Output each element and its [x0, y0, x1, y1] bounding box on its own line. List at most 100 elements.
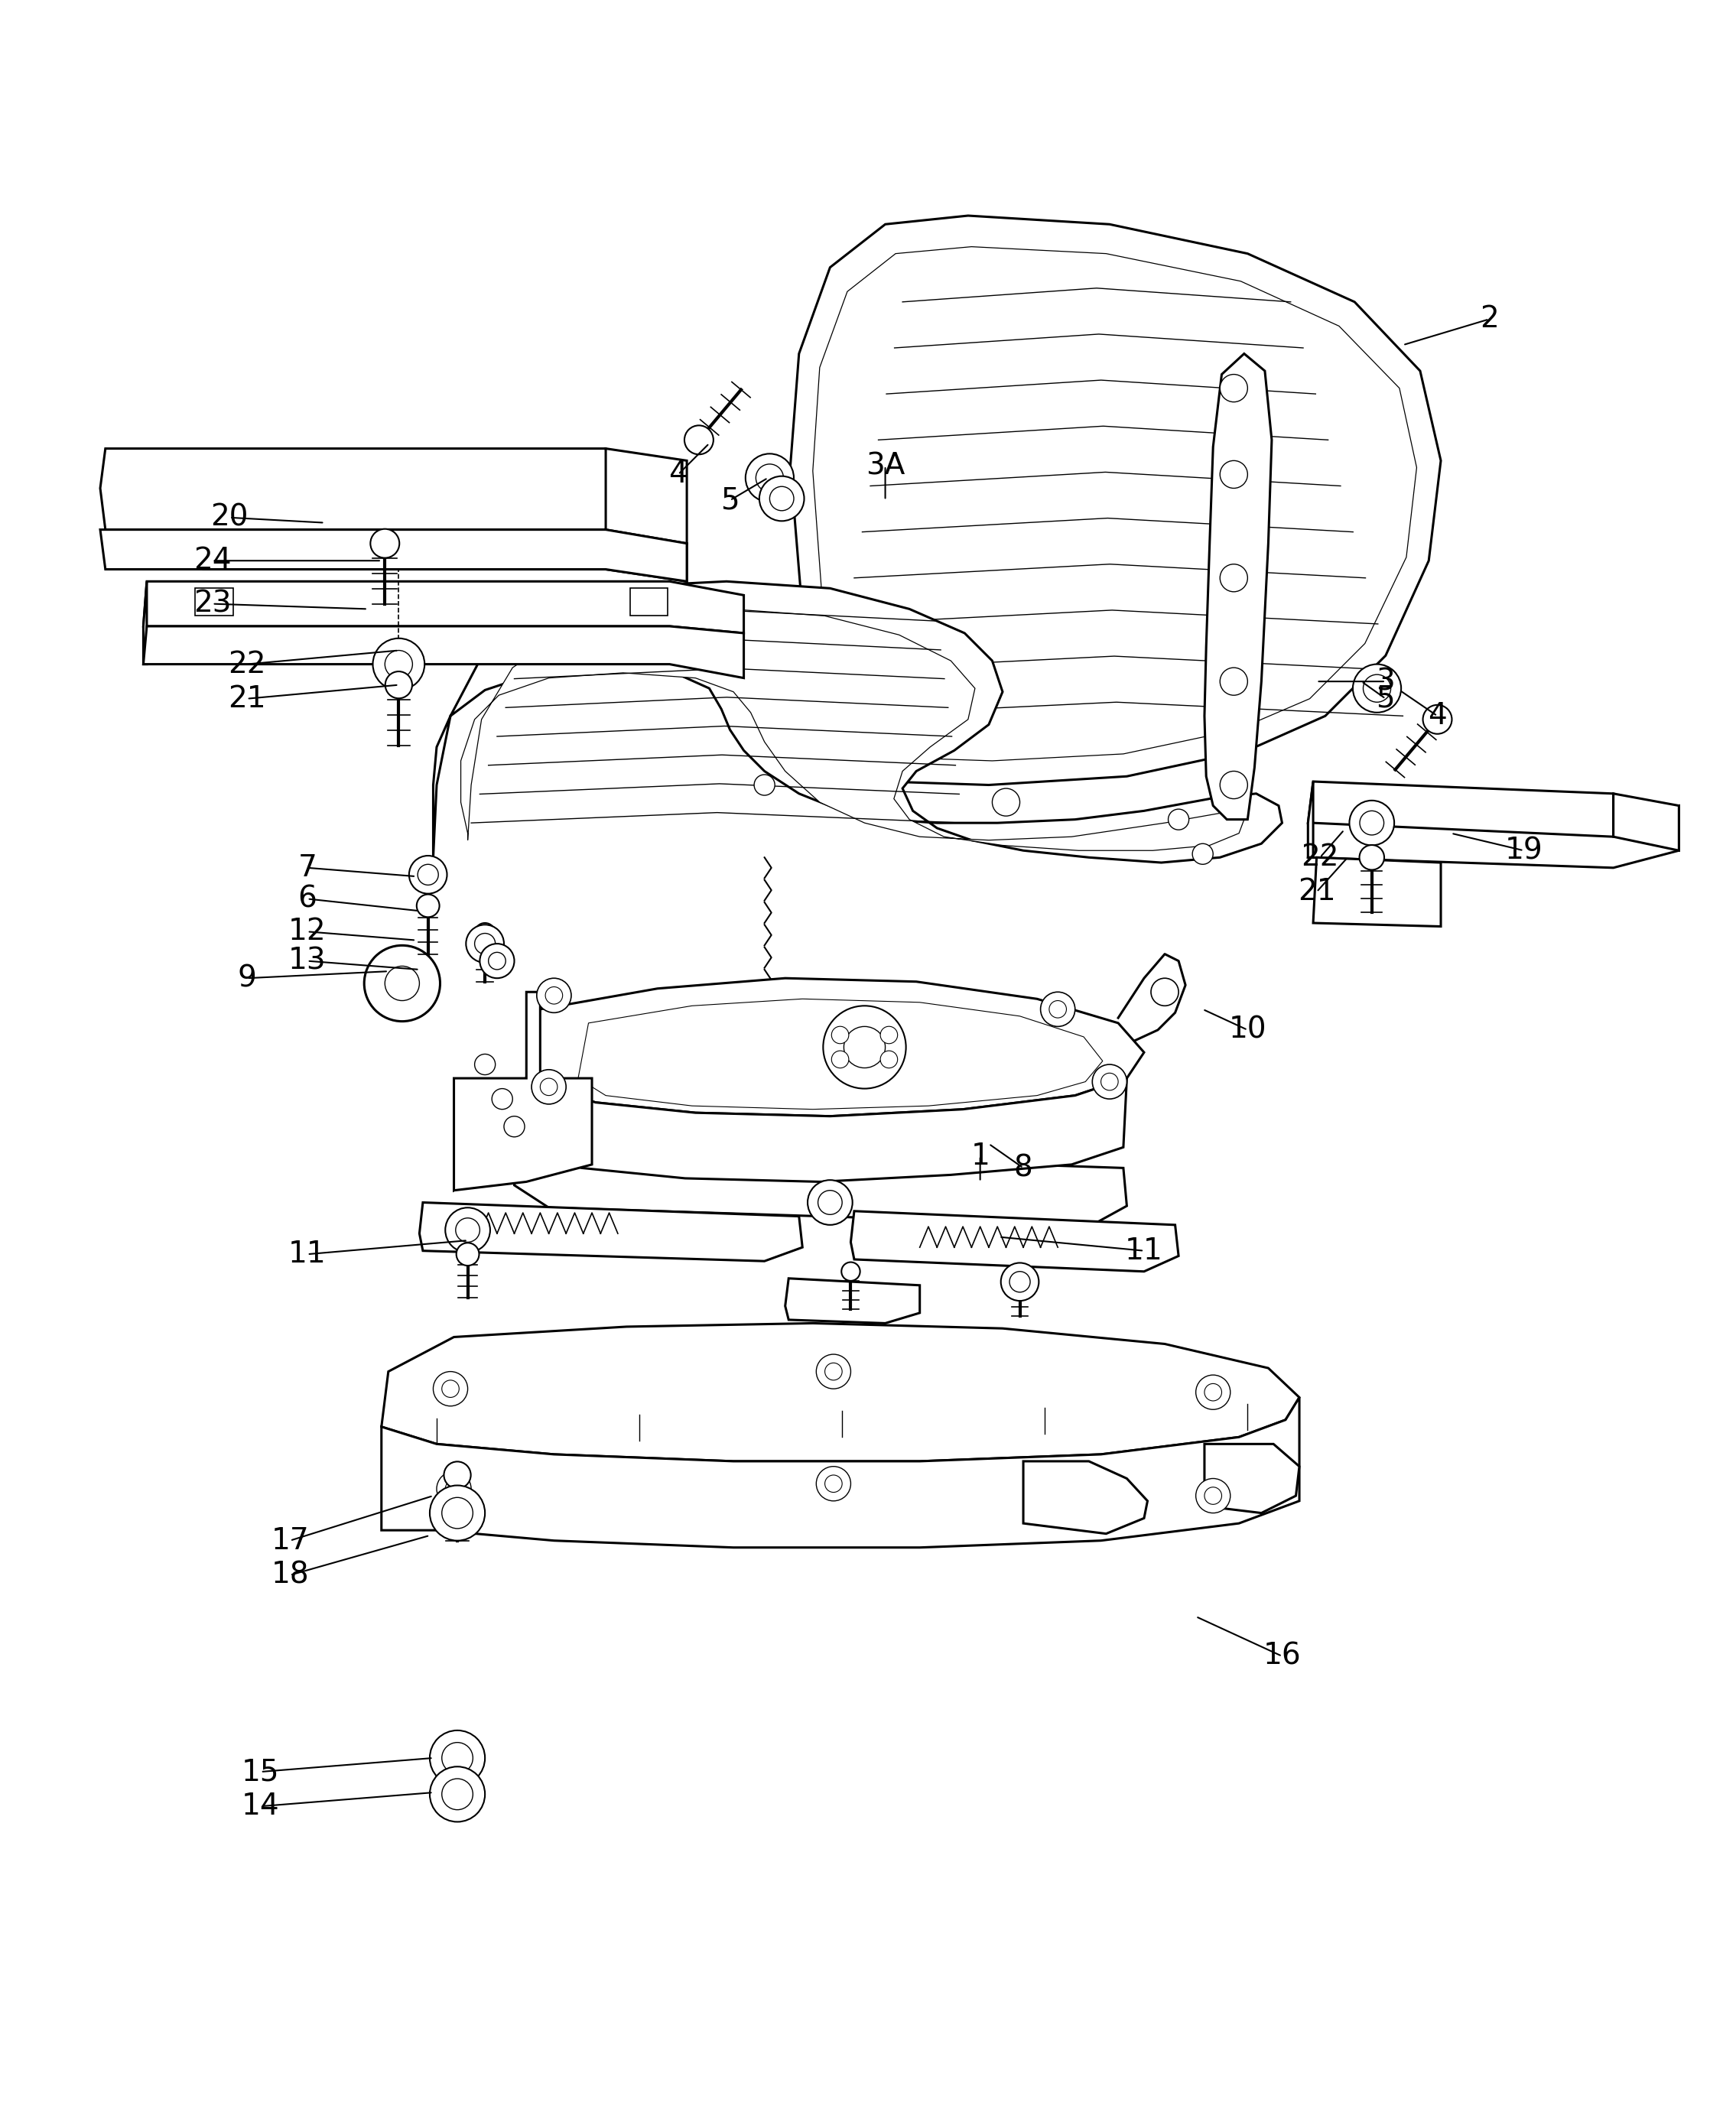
Polygon shape: [101, 530, 687, 581]
Text: 3A: 3A: [866, 452, 904, 480]
Polygon shape: [1205, 354, 1272, 819]
Polygon shape: [785, 1277, 920, 1324]
Circle shape: [1092, 1065, 1127, 1099]
Circle shape: [443, 1379, 458, 1398]
Circle shape: [465, 925, 503, 963]
Polygon shape: [382, 1398, 1299, 1547]
Polygon shape: [203, 530, 687, 581]
Polygon shape: [144, 581, 148, 664]
Circle shape: [816, 1354, 851, 1388]
Polygon shape: [434, 581, 1283, 864]
Circle shape: [1205, 1488, 1222, 1504]
Text: 2: 2: [1479, 306, 1498, 333]
Circle shape: [444, 1462, 470, 1488]
Text: 20: 20: [210, 503, 248, 533]
Polygon shape: [606, 448, 687, 543]
Text: 17: 17: [271, 1526, 309, 1555]
Circle shape: [993, 789, 1019, 817]
Text: 22: 22: [1300, 842, 1338, 872]
Polygon shape: [812, 246, 1417, 762]
Text: 4: 4: [1429, 702, 1446, 730]
Circle shape: [431, 1729, 484, 1785]
Circle shape: [1049, 1002, 1066, 1019]
Text: 6: 6: [299, 885, 316, 912]
Circle shape: [880, 1050, 898, 1067]
Circle shape: [457, 1243, 479, 1265]
Text: 22: 22: [227, 649, 266, 679]
Circle shape: [880, 1027, 898, 1044]
Circle shape: [488, 953, 505, 970]
Polygon shape: [1613, 794, 1679, 851]
Text: 4: 4: [668, 460, 687, 488]
Polygon shape: [101, 448, 613, 530]
Text: 5: 5: [1377, 683, 1396, 713]
Circle shape: [1151, 978, 1179, 1006]
Circle shape: [1205, 1384, 1222, 1401]
Text: 9: 9: [238, 963, 257, 993]
Circle shape: [1424, 705, 1451, 734]
Circle shape: [1220, 373, 1248, 401]
Circle shape: [1220, 668, 1248, 696]
Text: 13: 13: [288, 946, 326, 976]
Circle shape: [1002, 1263, 1038, 1301]
Circle shape: [745, 454, 793, 503]
Text: 8: 8: [1014, 1154, 1033, 1182]
Circle shape: [1193, 845, 1213, 864]
Polygon shape: [1312, 857, 1441, 927]
Circle shape: [437, 1471, 470, 1507]
Polygon shape: [526, 1078, 1127, 1182]
Circle shape: [385, 671, 411, 698]
Circle shape: [431, 1485, 484, 1541]
Polygon shape: [1205, 1443, 1299, 1513]
Circle shape: [825, 1475, 842, 1492]
Circle shape: [823, 1006, 906, 1089]
Circle shape: [385, 966, 420, 1002]
Circle shape: [431, 1768, 484, 1823]
Circle shape: [474, 934, 495, 955]
Text: 18: 18: [271, 1560, 309, 1589]
Circle shape: [479, 944, 514, 978]
Text: 12: 12: [288, 917, 326, 946]
Circle shape: [832, 1050, 849, 1067]
Circle shape: [545, 987, 562, 1004]
Circle shape: [417, 893, 439, 917]
Circle shape: [443, 1778, 472, 1810]
Circle shape: [1220, 564, 1248, 592]
Polygon shape: [790, 216, 1441, 785]
Polygon shape: [526, 978, 1144, 1116]
Circle shape: [1220, 460, 1248, 488]
Circle shape: [491, 1089, 512, 1110]
Polygon shape: [1307, 781, 1613, 836]
Circle shape: [410, 855, 446, 893]
Circle shape: [1196, 1375, 1231, 1409]
Circle shape: [753, 775, 774, 796]
Circle shape: [434, 1371, 467, 1407]
Circle shape: [816, 1466, 851, 1500]
Polygon shape: [460, 609, 1245, 851]
Polygon shape: [578, 999, 1102, 1110]
Circle shape: [540, 1078, 557, 1095]
Bar: [630, 588, 668, 615]
Circle shape: [536, 978, 571, 1012]
Polygon shape: [420, 1203, 802, 1260]
Circle shape: [759, 475, 804, 522]
Text: 14: 14: [241, 1791, 279, 1821]
Circle shape: [1040, 991, 1075, 1027]
Bar: [194, 588, 233, 615]
Circle shape: [832, 1027, 849, 1044]
Circle shape: [365, 946, 441, 1021]
Circle shape: [684, 424, 713, 454]
Circle shape: [503, 1116, 524, 1137]
Text: 1: 1: [970, 1142, 990, 1171]
Circle shape: [531, 1069, 566, 1103]
Text: 15: 15: [241, 1757, 279, 1787]
Circle shape: [844, 1027, 885, 1067]
Circle shape: [418, 864, 439, 885]
Text: 5: 5: [720, 486, 740, 516]
Polygon shape: [1307, 806, 1679, 868]
Circle shape: [1196, 1479, 1231, 1513]
Text: 11: 11: [1125, 1237, 1163, 1265]
Circle shape: [1010, 1269, 1029, 1288]
Text: 19: 19: [1505, 836, 1543, 866]
Polygon shape: [144, 626, 743, 679]
